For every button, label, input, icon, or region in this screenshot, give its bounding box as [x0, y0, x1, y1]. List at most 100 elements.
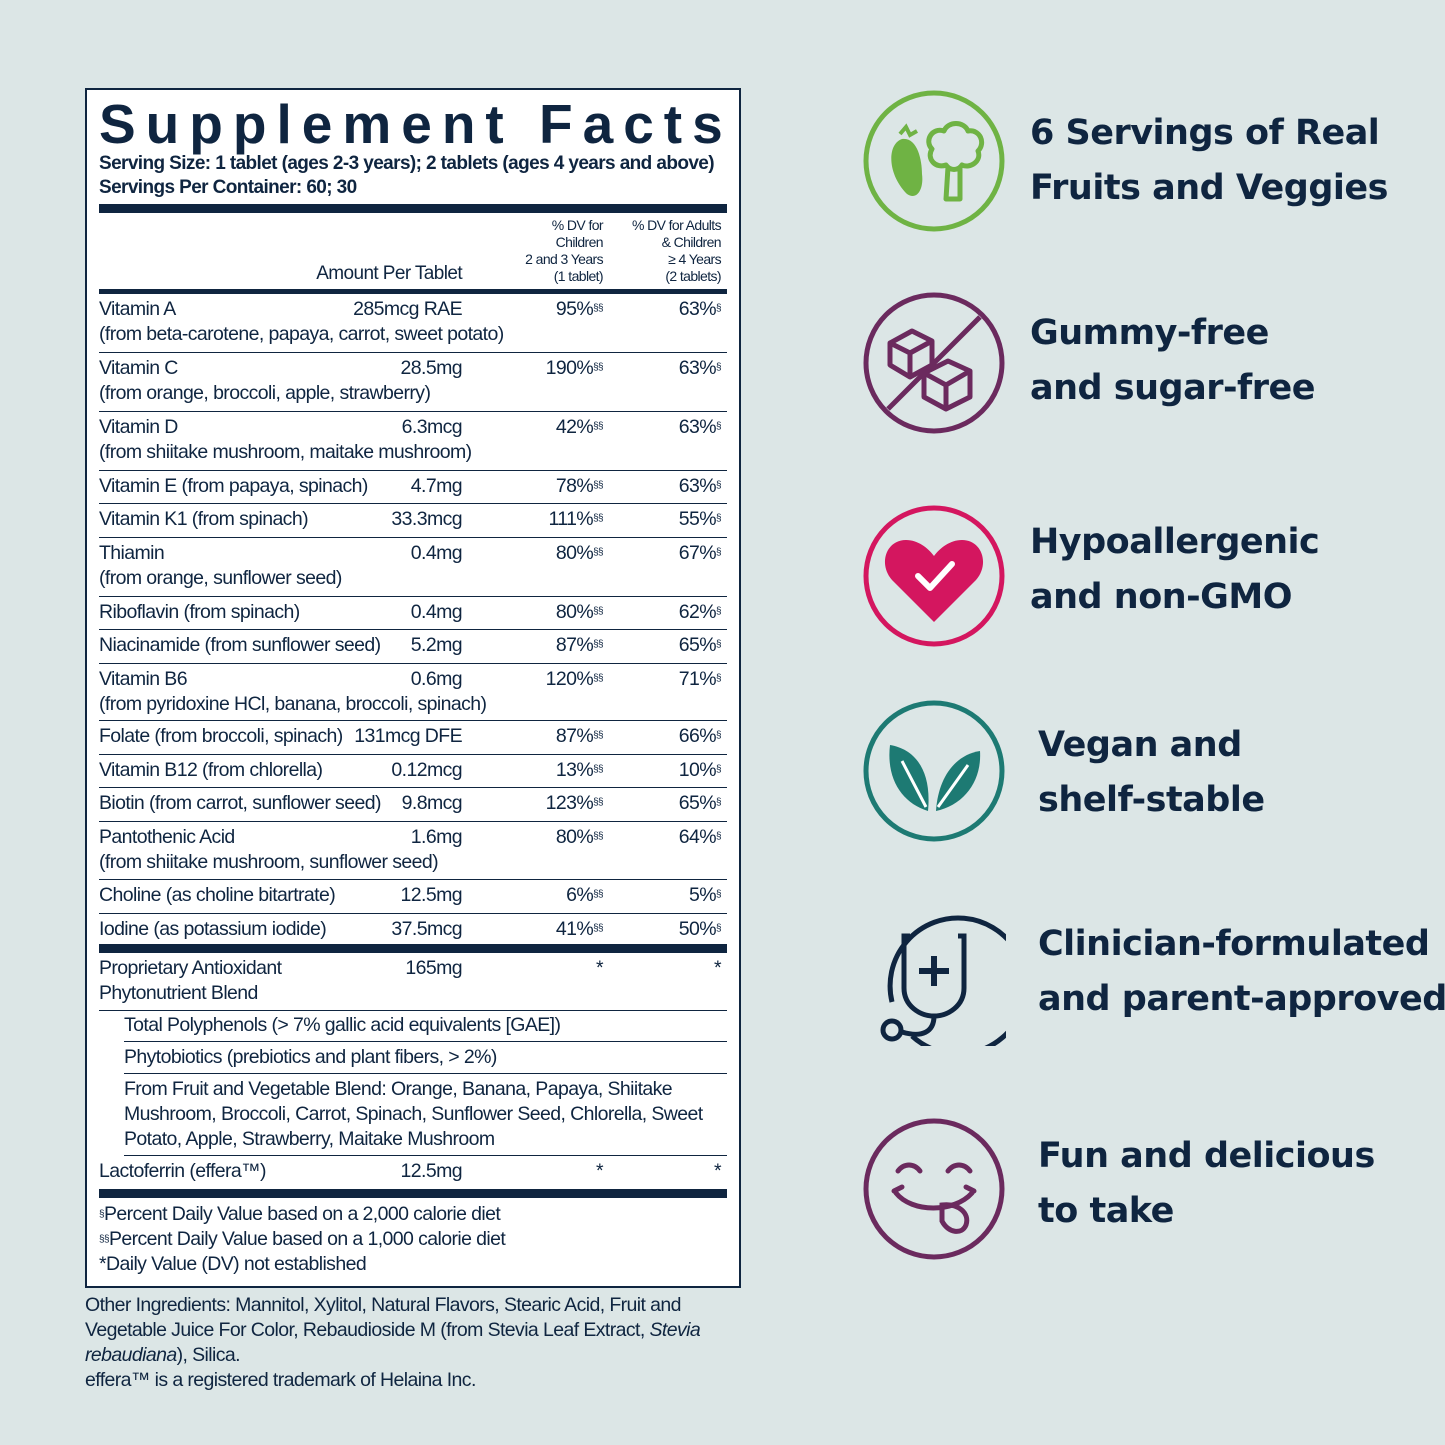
nutrient-amount: 0.4mg: [410, 601, 463, 623]
dv-adults-value: 66%: [678, 725, 717, 747]
dv-adults-header-line: ≥ 4 Years: [668, 251, 721, 267]
dv-children-mark: §§: [593, 730, 604, 741]
footnote-text: Percent Daily Value based on a 2,000 cal…: [103, 1202, 501, 1225]
dv-children-mark: §§: [593, 362, 604, 373]
nutrient-name: Vitamin C (from orange, broccoli, apple, …: [99, 356, 431, 406]
blend-sub-fruit-veg: From Fruit and Vegetable Blend: Orange, …: [124, 1074, 727, 1156]
dv-adults-value: 63%: [678, 357, 717, 379]
footnotes: §Percent Daily Value based on a 2,000 ca…: [99, 1198, 727, 1277]
blend-row: Proprietary Antioxidant Phytonutrient Bl…: [99, 953, 727, 1011]
blend-dv-children: *: [596, 957, 604, 979]
leaves-icon: [863, 700, 1005, 842]
footnote-dv: *Daily Value (DV) not established: [99, 1252, 367, 1275]
feature-text: Clinician-formulated and parent-approved: [1038, 917, 1445, 1027]
dv-children-value: 78%: [555, 475, 594, 497]
other-ingredients-a: Other Ingredients: Mannitol, Xylitol, Na…: [85, 1294, 682, 1341]
feature-line2: Fruits and Veggies: [1030, 168, 1388, 208]
dv-children-value: 111%: [548, 508, 594, 530]
dv-adults-header-line: % DV for Adults: [631, 217, 722, 233]
dv-adults-mark: §: [716, 923, 722, 934]
nutrient-name: Vitamin A (from beta-carotene, papaya, ca…: [99, 297, 504, 347]
yummy-face-icon: [863, 1118, 1005, 1260]
nutrient-amount: 5.2mg: [410, 634, 463, 656]
nutrient-amount: 285mcg RAE: [353, 298, 462, 320]
other-ingredients-italic: Stevia rebaudiana: [85, 1319, 701, 1366]
nutrient-row: Thiamin (from orange, sunflower seed) 0.4m…: [99, 538, 727, 597]
nutrient-amount: 33.3mcg: [391, 508, 462, 530]
feature-line2: and sugar-free: [1030, 368, 1315, 408]
dv-adults-mark: §: [716, 480, 722, 491]
nutrient-label: Vitamin A: [99, 298, 176, 320]
nutrient-name: Vitamin E (from papaya, spinach): [99, 474, 368, 499]
feature-text: Gummy-free and sugar-free: [1030, 306, 1315, 416]
dv-children: 190%§§: [546, 356, 604, 381]
feature-hypoallergenic: Hypoallergenic and non-GMO: [862, 504, 1422, 654]
nutrient-row: Vitamin K1 (from spinach) 33.3mcg 111%§§ 55…: [99, 504, 727, 538]
dv-adults: 66%§: [678, 724, 722, 749]
amount-header: Amount Per Tablet: [316, 263, 462, 284]
nutrient-name: Niacinamide (from sunflower seed): [99, 633, 381, 658]
facts-title: Supplement Facts: [99, 93, 733, 155]
nutrient-row: Vitamin E (from papaya, spinach) 4.7mg 78%…: [99, 471, 727, 504]
nutrient-rows: Vitamin A (from beta-carotene, papaya, ca…: [99, 294, 727, 944]
dv-children-mark: §§: [593, 639, 604, 650]
dv-adults-value: 63%: [678, 475, 717, 497]
nutrient-label: Vitamin D: [99, 416, 178, 438]
dv-adults-mark: §: [716, 606, 722, 617]
nutrient-amount: 37.5mcg: [391, 918, 462, 940]
blend-name: Proprietary Antioxidant Phytonutrient Bl…: [99, 956, 282, 1006]
other-ingredients-b: ), Silica.: [176, 1344, 241, 1366]
blend-amount: 165mg: [405, 957, 462, 979]
feature-line1: Vegan and: [1038, 725, 1242, 765]
dv-adults: *: [714, 1159, 722, 1182]
dv-adults-mark: §: [716, 673, 722, 684]
blend-name-line: Phytonutrient Blend: [99, 982, 258, 1004]
nutrient-name: Choline (as choline bitartrate): [99, 883, 336, 908]
footnote-1000: §§Percent Daily Value based on a 1,000 c…: [99, 1227, 727, 1252]
heart-check-icon: [863, 505, 1005, 647]
dv-children-mark: §§: [593, 797, 604, 808]
nutrient-row: Biotin (from carrot, sunflower seed) 9.8m…: [99, 788, 727, 822]
nutrient-label: Thiamin: [99, 542, 165, 564]
servings-per-container: Servings Per Container: 60; 30: [99, 177, 357, 198]
nutrient-row: Vitamin C (from orange, broccoli, apple, …: [99, 353, 727, 412]
dv-adults-mark: §: [716, 547, 722, 558]
supplement-facts-panel: Supplement Facts Serving Size: 1 tablet …: [85, 88, 741, 1288]
nutrient-name: Pantothenic Acid (from shiitake mushroom,…: [99, 825, 439, 875]
nutrient-amount: 28.5mg: [400, 357, 463, 379]
nutrient-label: Vitamin B12 (from chlorella): [99, 759, 323, 781]
dv-children-value: 42%: [555, 416, 594, 438]
dv-children: 111%§§: [548, 507, 603, 532]
dv-adults-mark: §: [716, 362, 722, 373]
dv-adults-value: 5%: [689, 884, 717, 906]
nutrient-amount: 12.5mg: [400, 884, 463, 906]
dv-adults: 63%§: [678, 356, 722, 381]
nutrient-name: Lactoferrin (effera™): [99, 1159, 267, 1182]
nutrient-label: Biotin (from carrot, sunflower seed): [99, 792, 381, 814]
dv-children-header-line: 2 and 3 Years: [525, 251, 603, 267]
nutrient-amount: 6.3mcg: [401, 416, 463, 438]
nutrient-name: Vitamin K1 (from spinach): [99, 507, 309, 532]
dv-children-mark: §§: [593, 606, 604, 617]
nutrient-source: (from orange, broccoli, apple, strawberr…: [99, 382, 431, 404]
dv-adults-mark: §: [716, 639, 722, 650]
dv-children: 78%§§: [555, 474, 604, 499]
nutrient-amount: 4.7mg: [410, 475, 463, 497]
nutrient-source: (from shiitake mushroom, maitake mushroo…: [99, 441, 472, 463]
dv-adults-mark: §: [716, 421, 722, 432]
other-ingredients: Other Ingredients: Mannitol, Xylitol, Na…: [85, 1293, 745, 1393]
nutrient-amount: 0.4mg: [410, 542, 463, 564]
nutrient-label: Vitamin E (from papaya, spinach): [99, 475, 368, 497]
footnote-mark: §§: [99, 1233, 110, 1245]
nutrient-label: Riboflavin (from spinach): [99, 601, 300, 623]
dv-children-value: 95%: [555, 298, 594, 320]
nutrient-name: Vitamin D (from shiitake mushroom, maitak…: [99, 415, 472, 465]
dv-adults: 67%§: [679, 541, 722, 566]
dv-adults-mark: §: [716, 831, 722, 842]
feature-gummy-free: Gummy-free and sugar-free: [862, 291, 1422, 441]
dv-children-header-line: Children: [555, 234, 604, 250]
dv-adults-value: 62%: [678, 601, 717, 623]
dv-adults: 63%§: [678, 474, 722, 499]
dv-children-mark: §§: [593, 889, 604, 900]
nutrient-label: Folate (from broccoli, spinach): [99, 725, 343, 747]
